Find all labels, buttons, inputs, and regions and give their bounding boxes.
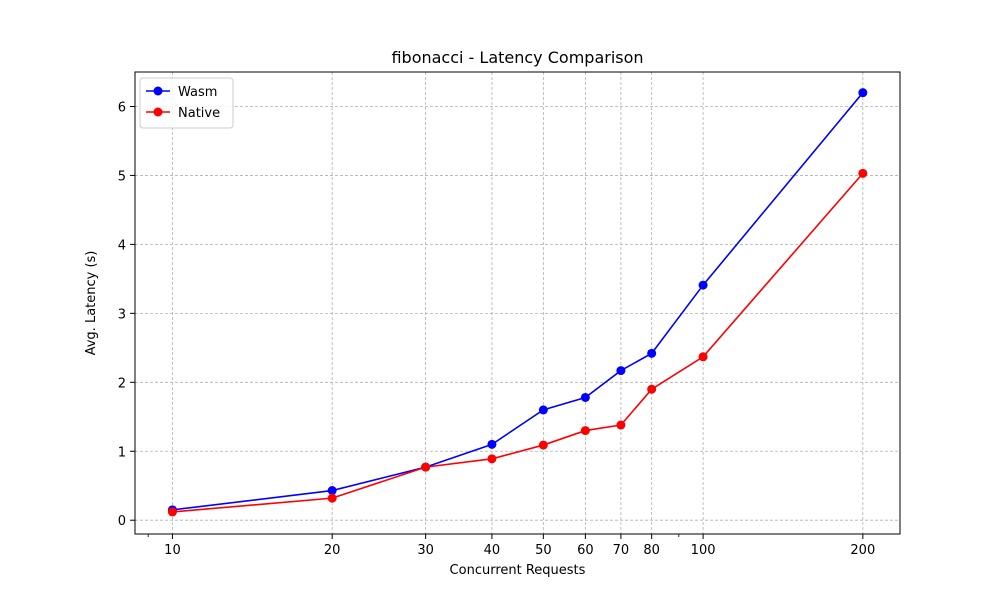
grid xyxy=(135,72,900,534)
series-line-wasm xyxy=(172,92,864,511)
legend-label: Wasm xyxy=(178,85,217,100)
data-point-wasm xyxy=(698,280,708,290)
legend-label: Native xyxy=(178,106,220,121)
y-tick-label: 0 xyxy=(118,514,126,529)
y-tick-label: 1 xyxy=(118,445,126,460)
data-point-native xyxy=(167,507,177,517)
legend-item-wasm: Wasm xyxy=(146,85,217,100)
data-point-native xyxy=(647,384,657,394)
data-point-wasm xyxy=(487,439,497,449)
x-axis-label: Concurrent Requests xyxy=(450,563,586,578)
data-point-wasm xyxy=(538,405,548,415)
x-tick-label: 70 xyxy=(613,543,630,558)
axes: 10 20 30 40 50 60 70 80 100 200 0 1 2 3 4 5 6 xyxy=(118,100,876,558)
data-point-wasm xyxy=(616,366,626,376)
y-tick-label: 5 xyxy=(118,169,126,184)
series-line-native xyxy=(172,172,864,513)
y-tick-label: 6 xyxy=(118,100,126,115)
legend-marker xyxy=(153,107,163,117)
x-tick-label: 60 xyxy=(577,543,594,558)
x-tick-label: 20 xyxy=(324,543,341,558)
legend-marker xyxy=(153,86,163,96)
x-tick-label: 80 xyxy=(643,543,660,558)
x-tick-label: 50 xyxy=(535,543,552,558)
y-tick-label: 3 xyxy=(118,307,126,322)
data-point-native xyxy=(580,426,590,436)
data-point-wasm xyxy=(647,348,657,358)
x-tick-label: 200 xyxy=(850,543,875,558)
x-tick-label: 10 xyxy=(164,543,181,558)
y-tick-label: 4 xyxy=(118,238,126,253)
x-tick-label: 40 xyxy=(484,543,501,558)
data-point-wasm xyxy=(858,88,868,98)
x-tick-label: 30 xyxy=(417,543,434,558)
legend: Wasm Native xyxy=(139,77,234,129)
legend-item-native: Native xyxy=(146,106,220,121)
series-wasm xyxy=(167,88,868,515)
plot-frame xyxy=(134,71,901,535)
series-layer xyxy=(167,88,868,517)
x-tick-label: 100 xyxy=(691,543,716,558)
data-point-native xyxy=(858,168,868,178)
data-point-native xyxy=(698,352,708,362)
data-point-native xyxy=(421,462,431,472)
data-point-wasm xyxy=(327,486,337,496)
y-tick-label: 2 xyxy=(118,376,126,391)
data-point-native xyxy=(538,440,548,450)
series-native xyxy=(167,168,868,517)
data-point-native xyxy=(327,493,337,503)
data-point-wasm xyxy=(580,392,590,402)
data-point-native xyxy=(616,420,626,430)
chart-title: fibonacci - Latency Comparison xyxy=(391,48,643,67)
y-axis-label: Avg. Latency (s) xyxy=(84,251,99,356)
data-point-native xyxy=(487,454,497,464)
